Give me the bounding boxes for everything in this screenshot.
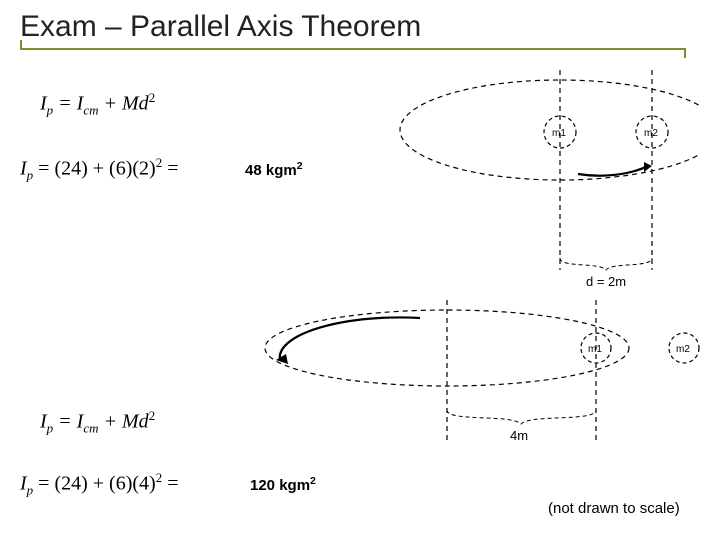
equation-2: Ip = (24) + (6)(2)2 =	[20, 155, 178, 184]
d1-distance-label: d = 2m	[586, 274, 626, 289]
result-1-sup: 2	[297, 160, 303, 172]
eq2-lhs-sub: p	[27, 168, 34, 183]
eq1-lhs: I	[40, 93, 47, 115]
eq4-lhs-sub: p	[27, 483, 34, 498]
eq1-rhs-b: Md	[122, 93, 149, 115]
d1-mass-2-label: m2	[644, 128, 658, 139]
diagram-1: m1 m2 d = 2m	[390, 70, 700, 295]
page-title: Exam – Parallel Axis Theorem	[20, 10, 700, 48]
eq3-lhs: I	[40, 411, 47, 433]
equation-3: Ip = Icm + Md2	[40, 408, 155, 437]
title-tick-left	[20, 40, 22, 50]
eq3-rhs-b: Md	[122, 411, 149, 433]
d2-mass-1-label: m1	[588, 344, 602, 355]
d2-motion-arc	[280, 317, 420, 360]
d2-mass-2-label: m2	[676, 344, 690, 355]
eq1-plus: +	[104, 93, 123, 115]
result-2-value: 120 kgm	[250, 477, 310, 494]
equation-4: Ip = (24) + (6)(4)2 =	[20, 470, 178, 499]
d1-mass-1-label: m1	[552, 128, 566, 139]
scale-note: (not drawn to scale)	[548, 500, 680, 517]
eq2-lhs: I	[20, 158, 27, 180]
d2-brace	[447, 410, 596, 424]
result-1: 48 kgm2	[245, 160, 303, 179]
eq2-body: = (24) + (6)(2)	[38, 158, 156, 180]
eq4-lhs: I	[20, 473, 27, 495]
title-tick-right	[684, 48, 686, 58]
eq1-rhs-a-sub: cm	[83, 103, 98, 118]
d1-motion-arrow	[644, 162, 652, 172]
eq3-rhs-a-sub: cm	[83, 421, 98, 436]
eq1-eq: =	[58, 93, 77, 115]
eq3-lhs-sub: p	[47, 421, 54, 436]
eq2-tail: =	[162, 158, 178, 180]
eq3-rhs-b-sup: 2	[149, 408, 156, 423]
eq3-plus: +	[104, 411, 123, 433]
eq4-body: = (24) + (6)(4)	[38, 473, 156, 495]
eq3-eq: =	[58, 411, 77, 433]
eq1-rhs-b-sup: 2	[149, 90, 156, 105]
d1-brace	[560, 258, 652, 270]
title-underline	[20, 48, 686, 50]
d1-motion-arc	[578, 166, 648, 176]
equation-1: Ip = Icm + Md2	[40, 90, 155, 119]
result-2-sup: 2	[310, 475, 316, 487]
result-2: 120 kgm2	[250, 475, 316, 494]
result-1-value: 48 kgm	[245, 162, 297, 179]
eq4-tail: =	[162, 473, 178, 495]
diagram-2: m1 m2 4m	[252, 300, 720, 450]
title-block: Exam – Parallel Axis Theorem	[20, 10, 700, 50]
eq1-lhs-sub: p	[47, 103, 54, 118]
d2-distance-label: 4m	[510, 428, 528, 443]
